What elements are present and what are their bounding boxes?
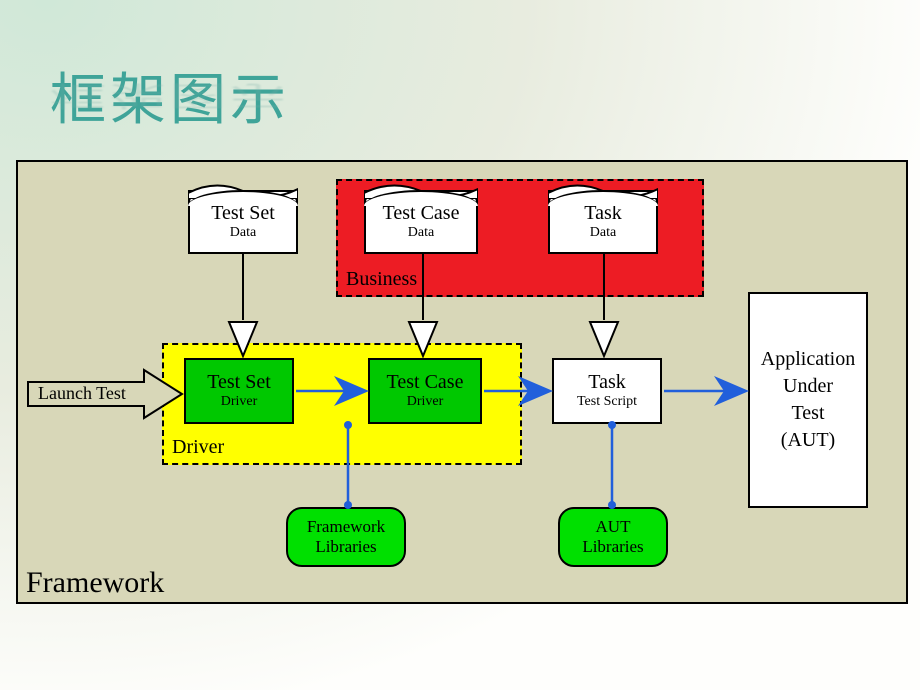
testset-data-doc: Test Set Data xyxy=(188,190,298,254)
node-title: Task xyxy=(588,371,625,393)
testset-driver-node: Test Set Driver xyxy=(184,358,294,424)
doc-subtitle: Data xyxy=(590,224,616,242)
aut-libraries-node: AUT Libraries xyxy=(558,507,668,567)
doc-wave-icon xyxy=(548,183,658,199)
slide-title-reflection: 框架图示 xyxy=(50,78,290,119)
aut-line1: Application xyxy=(761,346,855,373)
slide: 框架图示 框架图示 Business Driver Test Set Data … xyxy=(0,0,920,690)
node-subtitle: Driver xyxy=(407,393,444,411)
doc-wave-icon xyxy=(188,183,298,199)
node-subtitle: Driver xyxy=(221,393,258,411)
edge-task-to-autlibs xyxy=(608,421,616,509)
edge-testset-data-to-driver xyxy=(229,254,257,356)
launch-test-arrow: Launch Test xyxy=(26,366,186,422)
doc-title: Task xyxy=(584,202,621,224)
task-script-node: Task Test Script xyxy=(552,358,662,424)
launch-label: Launch Test xyxy=(38,383,126,403)
aut-node: Application Under Test (AUT) xyxy=(748,292,868,508)
node-subtitle: Test Script xyxy=(577,393,637,411)
lib-line2: Libraries xyxy=(582,537,643,557)
aut-line3: Test xyxy=(791,400,824,427)
framework-label: Framework xyxy=(26,566,164,600)
framework-container: Business Driver Test Set Data Test Case … xyxy=(16,160,908,604)
driver-group-label: Driver xyxy=(172,436,224,459)
doc-title: Test Set xyxy=(211,202,275,224)
framework-libraries-node: Framework Libraries xyxy=(286,507,406,567)
doc-wave-icon xyxy=(364,183,478,199)
aut-line4: (AUT) xyxy=(781,427,835,454)
doc-subtitle: Data xyxy=(230,224,256,242)
task-data-doc: Task Data xyxy=(548,190,658,254)
business-group-label: Business xyxy=(346,268,417,291)
lib-line1: Framework xyxy=(307,517,385,537)
aut-line2: Under xyxy=(783,373,833,400)
doc-subtitle: Data xyxy=(408,224,434,242)
node-title: Test Set xyxy=(207,371,271,393)
testcase-data-doc: Test Case Data xyxy=(364,190,478,254)
lib-line1: AUT xyxy=(596,517,631,537)
lib-line2: Libraries xyxy=(315,537,376,557)
doc-title: Test Case xyxy=(383,202,460,224)
testcase-driver-node: Test Case Driver xyxy=(368,358,482,424)
node-title: Test Case xyxy=(387,371,464,393)
